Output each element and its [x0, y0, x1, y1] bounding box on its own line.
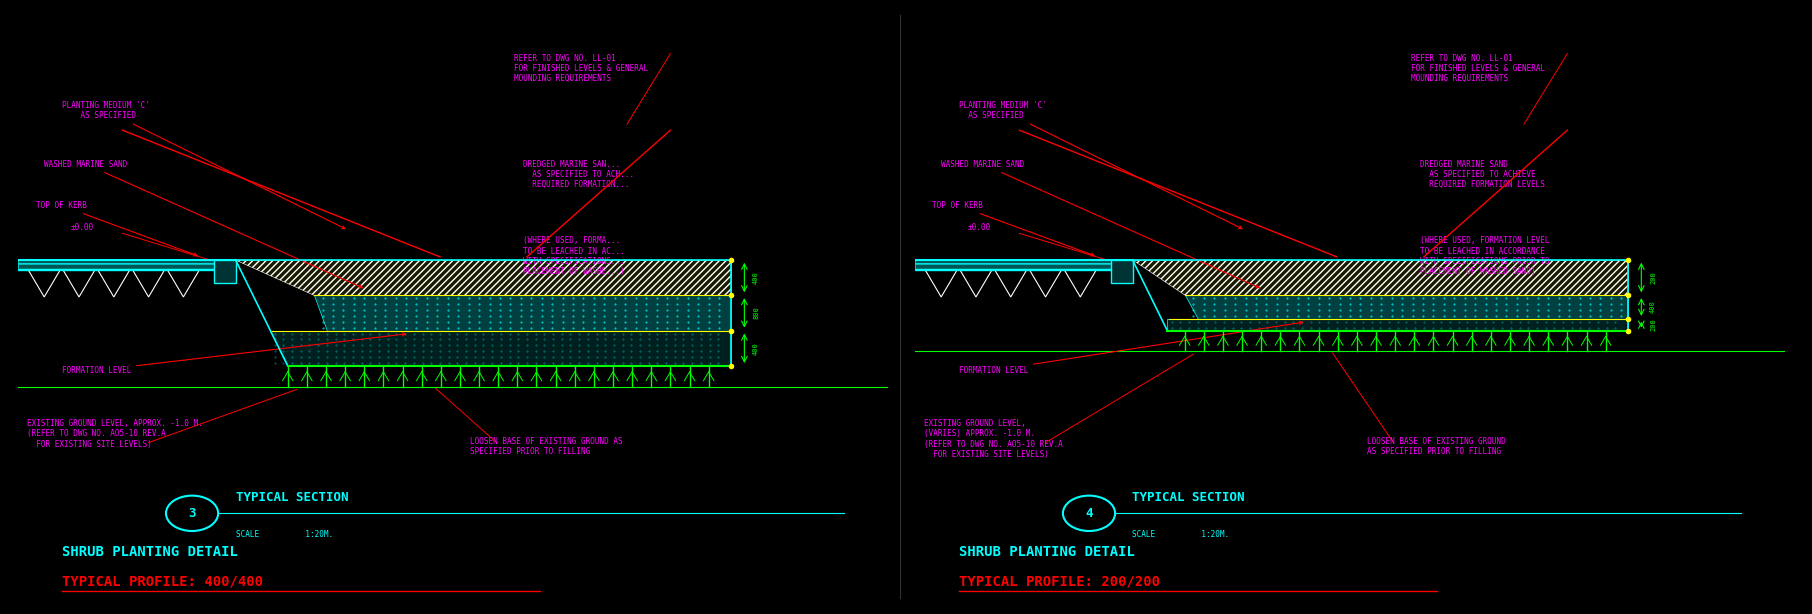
- Text: SCALE          1:20M.: SCALE 1:20M.: [236, 530, 333, 539]
- Text: EXISTING GROUND LEVEL,
(VARIES) APPROX. -1.0 M.
(REFER TO DWG NO. AO5-10 REV.A
 : EXISTING GROUND LEVEL, (VARIES) APPROX. …: [924, 419, 1062, 459]
- Text: EXISTING GROUND LEVEL, APPROX. -1.0 M.
(REFER TO DWG NO. AO5-10 REV.A
  FOR EXIS: EXISTING GROUND LEVEL, APPROX. -1.0 M. (…: [27, 419, 203, 449]
- Text: 3: 3: [188, 507, 196, 520]
- Polygon shape: [313, 295, 732, 330]
- Text: TYPICAL SECTION: TYPICAL SECTION: [236, 491, 348, 505]
- Text: LOOSEN BASE OF EXISTING GROUND AS
SPECIFIED PRIOR TO FILLING: LOOSEN BASE OF EXISTING GROUND AS SPECIF…: [471, 437, 623, 456]
- Text: LOOSEN BASE OF EXISTING GROUND
AS SPECIFIED PRIOR TO FILLING: LOOSEN BASE OF EXISTING GROUND AS SPECIF…: [1368, 437, 1506, 456]
- Text: SHRUB PLANTING DETAIL: SHRUB PLANTING DETAIL: [959, 545, 1134, 559]
- Text: TYPICAL PROFILE: 400/400: TYPICAL PROFILE: 400/400: [62, 574, 263, 588]
- Text: PLANTING MEDIUM 'C'
    AS SPECIFIED: PLANTING MEDIUM 'C' AS SPECIFIED: [62, 101, 344, 228]
- Polygon shape: [236, 260, 732, 295]
- Text: 200: 200: [1651, 271, 1656, 284]
- Text: (WHERE USED, FORMATION LEVEL
TO BE LEACHED IN ACCORDANCE
WITH SPECIFICATIONS PRI: (WHERE USED, FORMATION LEVEL TO BE LEACH…: [1419, 236, 1549, 276]
- Text: WASHED MARINE SAND: WASHED MARINE SAND: [43, 160, 362, 288]
- Text: (WHERE USED, FORMA...
TO BE LEACHED IN AC...
WITH SPECIFICATIONS...
PLACEMENT OF: (WHERE USED, FORMA... TO BE LEACHED IN A…: [522, 236, 625, 276]
- Text: 400: 400: [754, 342, 759, 355]
- Text: TYPICAL PROFILE: 200/200: TYPICAL PROFILE: 200/200: [959, 574, 1160, 588]
- Polygon shape: [1167, 319, 1629, 330]
- Text: PAVING BY OTHERS: PAVING BY OTHERS: [924, 260, 1000, 269]
- Text: REFER TO DWG NO. LL-01
FOR FINISHED LEVELS & GENERAL
MOUNDING REQUIREMENTS: REFER TO DWG NO. LL-01 FOR FINISHED LEVE…: [515, 53, 649, 84]
- Text: PLANTING MEDIUM 'C'
  AS SPECIFIED: PLANTING MEDIUM 'C' AS SPECIFIED: [959, 101, 1241, 228]
- Text: TOP OF KERB: TOP OF KERB: [36, 201, 198, 256]
- Text: 400: 400: [754, 271, 759, 284]
- Text: 200: 200: [1651, 318, 1656, 331]
- Text: FORMATION LEVEL: FORMATION LEVEL: [959, 321, 1303, 375]
- Text: PAVING BY OTHERS: PAVING BY OTHERS: [27, 260, 103, 269]
- Text: ±0.00: ±0.00: [968, 223, 991, 232]
- Bar: [1111, 260, 1132, 284]
- Text: 400: 400: [1651, 301, 1656, 313]
- Text: DREDGED MARINE SAN...
  AS SPECIFIED TO ACH...
  REQUIRED FORMATION...: DREDGED MARINE SAN... AS SPECIFIED TO AC…: [522, 160, 634, 190]
- Text: 4: 4: [1085, 507, 1093, 520]
- Polygon shape: [1132, 260, 1629, 295]
- Text: SHRUB PLANTING DETAIL: SHRUB PLANTING DETAIL: [62, 545, 237, 559]
- Text: 800: 800: [754, 306, 759, 319]
- Bar: [214, 260, 236, 284]
- Text: ±0.00: ±0.00: [71, 223, 94, 232]
- Text: DREDGED MARINE SAND
  AS SPECIFIED TO ACHIEVE
  REQUIRED FORMATION LEVELS: DREDGED MARINE SAND AS SPECIFIED TO ACHI…: [1419, 160, 1544, 190]
- Text: FORMATION LEVEL: FORMATION LEVEL: [62, 333, 406, 375]
- Polygon shape: [1185, 295, 1629, 319]
- Text: TYPICAL SECTION: TYPICAL SECTION: [1132, 491, 1245, 505]
- Polygon shape: [270, 330, 732, 366]
- Text: SCALE          1:20M.: SCALE 1:20M.: [1132, 530, 1230, 539]
- Polygon shape: [18, 260, 236, 270]
- Text: REFER TO DWG NO. LL-01
FOR FINISHED LEVELS & GENERAL
MOUNDING REQUIREMENTS: REFER TO DWG NO. LL-01 FOR FINISHED LEVE…: [1412, 53, 1546, 84]
- Text: WASHED MARINE SAND: WASHED MARINE SAND: [940, 160, 1259, 288]
- Text: TOP OF KERB: TOP OF KERB: [933, 201, 1094, 256]
- Polygon shape: [915, 260, 1132, 270]
